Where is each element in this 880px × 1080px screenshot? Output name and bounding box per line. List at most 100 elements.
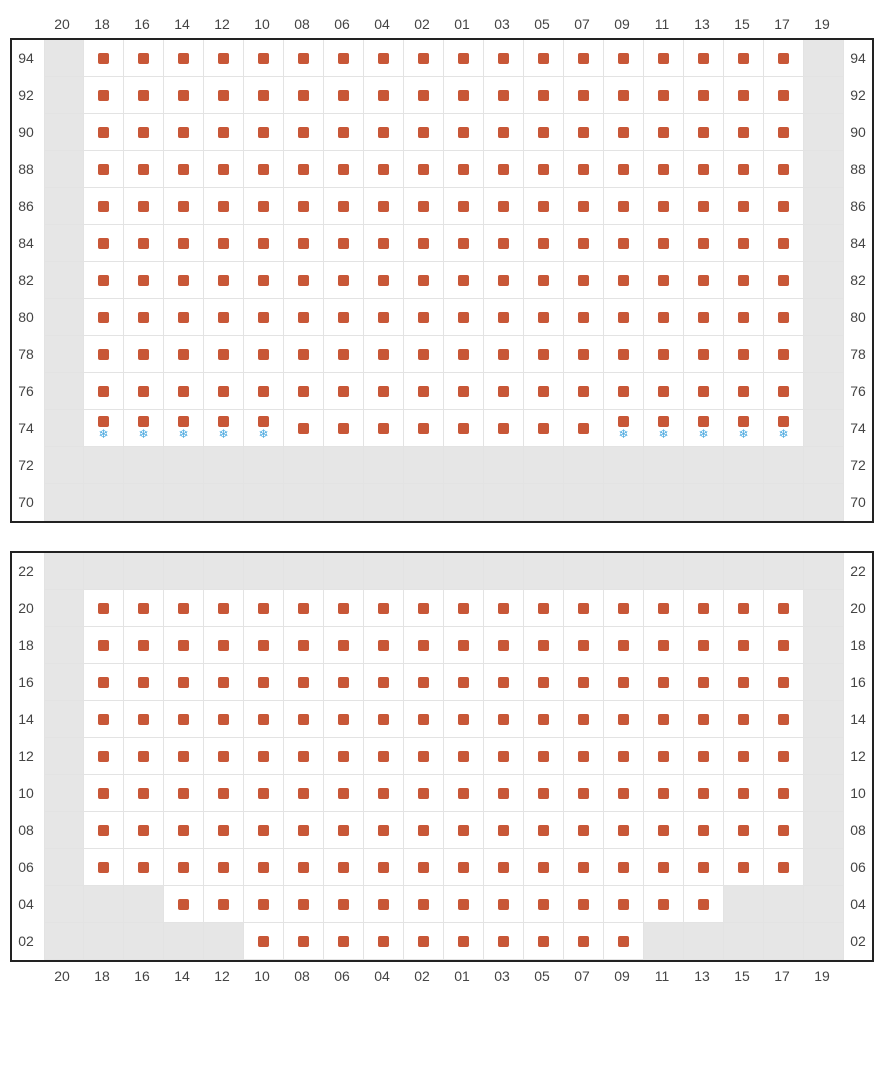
- seat-cell[interactable]: [124, 664, 164, 701]
- seat-cell[interactable]: ❄: [764, 410, 804, 447]
- seat-cell[interactable]: [564, 849, 604, 886]
- seat-cell[interactable]: [284, 590, 324, 627]
- seat-cell[interactable]: [684, 262, 724, 299]
- seat-cell[interactable]: [164, 299, 204, 336]
- seat-cell[interactable]: [644, 775, 684, 812]
- seat-cell[interactable]: [404, 923, 444, 960]
- seat-cell[interactable]: [244, 373, 284, 410]
- seat-cell[interactable]: [524, 590, 564, 627]
- seat-cell[interactable]: [684, 151, 724, 188]
- seat-cell[interactable]: [484, 262, 524, 299]
- seat-cell[interactable]: [564, 701, 604, 738]
- seat-cell[interactable]: [724, 812, 764, 849]
- seat-cell[interactable]: [404, 151, 444, 188]
- seat-cell[interactable]: [764, 151, 804, 188]
- seat-cell[interactable]: [124, 225, 164, 262]
- seat-cell[interactable]: ❄: [724, 410, 764, 447]
- seat-cell[interactable]: [244, 664, 284, 701]
- seat-cell[interactable]: [484, 923, 524, 960]
- seat-cell[interactable]: [284, 373, 324, 410]
- seat-cell[interactable]: [724, 627, 764, 664]
- seat-cell[interactable]: [324, 262, 364, 299]
- seat-cell[interactable]: [324, 775, 364, 812]
- seat-cell[interactable]: [284, 114, 324, 151]
- seat-cell[interactable]: [604, 849, 644, 886]
- seat-cell[interactable]: [84, 336, 124, 373]
- seat-cell[interactable]: [324, 188, 364, 225]
- seat-cell[interactable]: [204, 151, 244, 188]
- seat-cell[interactable]: [604, 40, 644, 77]
- seat-cell[interactable]: [124, 188, 164, 225]
- seat-cell[interactable]: [284, 410, 324, 447]
- seat-cell[interactable]: [724, 299, 764, 336]
- seat-cell[interactable]: [364, 336, 404, 373]
- seat-cell[interactable]: [724, 151, 764, 188]
- seat-cell[interactable]: [564, 336, 604, 373]
- seat-cell[interactable]: [284, 886, 324, 923]
- seat-cell[interactable]: [244, 77, 284, 114]
- seat-cell[interactable]: ❄: [204, 410, 244, 447]
- seat-cell[interactable]: [564, 299, 604, 336]
- seat-cell[interactable]: [764, 775, 804, 812]
- seat-cell[interactable]: [524, 812, 564, 849]
- seat-cell[interactable]: [564, 923, 604, 960]
- seat-cell[interactable]: [604, 812, 644, 849]
- seat-cell[interactable]: [604, 151, 644, 188]
- seat-cell[interactable]: [244, 886, 284, 923]
- seat-cell[interactable]: [644, 627, 684, 664]
- seat-cell[interactable]: [404, 849, 444, 886]
- seat-cell[interactable]: [124, 812, 164, 849]
- seat-cell[interactable]: [124, 373, 164, 410]
- seat-cell[interactable]: [684, 336, 724, 373]
- seat-cell[interactable]: [764, 849, 804, 886]
- seat-cell[interactable]: [364, 410, 404, 447]
- seat-cell[interactable]: [604, 225, 644, 262]
- seat-cell[interactable]: [164, 40, 204, 77]
- seat-cell[interactable]: [324, 40, 364, 77]
- seat-cell[interactable]: [204, 775, 244, 812]
- seat-cell[interactable]: [524, 262, 564, 299]
- seat-cell[interactable]: [524, 40, 564, 77]
- seat-cell[interactable]: [404, 40, 444, 77]
- seat-cell[interactable]: [444, 664, 484, 701]
- seat-cell[interactable]: [764, 627, 804, 664]
- seat-cell[interactable]: [644, 151, 684, 188]
- seat-cell[interactable]: [764, 299, 804, 336]
- seat-cell[interactable]: [604, 738, 644, 775]
- seat-cell[interactable]: [484, 299, 524, 336]
- seat-cell[interactable]: [124, 299, 164, 336]
- seat-cell[interactable]: [604, 627, 644, 664]
- seat-cell[interactable]: [204, 225, 244, 262]
- seat-cell[interactable]: [564, 225, 604, 262]
- seat-cell[interactable]: [644, 225, 684, 262]
- seat-cell[interactable]: [524, 775, 564, 812]
- seat-cell[interactable]: [404, 664, 444, 701]
- seat-cell[interactable]: [644, 590, 684, 627]
- seat-cell[interactable]: [524, 188, 564, 225]
- seat-cell[interactable]: [684, 849, 724, 886]
- seat-cell[interactable]: [724, 114, 764, 151]
- seat-cell[interactable]: [444, 77, 484, 114]
- seat-cell[interactable]: [244, 849, 284, 886]
- seat-cell[interactable]: [84, 738, 124, 775]
- seat-cell[interactable]: [444, 151, 484, 188]
- seat-cell[interactable]: [564, 151, 604, 188]
- seat-cell[interactable]: [364, 923, 404, 960]
- seat-cell[interactable]: [204, 738, 244, 775]
- seat-cell[interactable]: [484, 886, 524, 923]
- seat-cell[interactable]: [604, 262, 644, 299]
- seat-cell[interactable]: [324, 738, 364, 775]
- seat-cell[interactable]: [284, 775, 324, 812]
- seat-cell[interactable]: [564, 410, 604, 447]
- seat-cell[interactable]: [324, 664, 364, 701]
- seat-cell[interactable]: [444, 225, 484, 262]
- seat-cell[interactable]: [444, 886, 484, 923]
- seat-cell[interactable]: [684, 775, 724, 812]
- seat-cell[interactable]: [404, 299, 444, 336]
- seat-cell[interactable]: ❄: [244, 410, 284, 447]
- seat-cell[interactable]: [484, 738, 524, 775]
- seat-cell[interactable]: [484, 849, 524, 886]
- seat-cell[interactable]: [284, 336, 324, 373]
- seat-cell[interactable]: [404, 77, 444, 114]
- seat-cell[interactable]: [204, 812, 244, 849]
